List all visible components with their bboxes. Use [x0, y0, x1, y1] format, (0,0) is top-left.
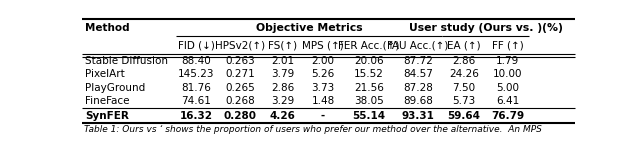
Text: 2.00: 2.00 — [312, 56, 335, 66]
Text: FAU Acc.(↑): FAU Acc.(↑) — [387, 40, 449, 50]
Text: 16.32: 16.32 — [180, 111, 213, 121]
Text: PixelArt: PixelArt — [86, 69, 125, 79]
Text: 93.31: 93.31 — [401, 111, 434, 121]
Text: Stable Diffusion: Stable Diffusion — [86, 56, 168, 66]
Text: 74.61: 74.61 — [181, 96, 211, 106]
Text: 7.50: 7.50 — [452, 83, 476, 93]
Text: MPS (↑): MPS (↑) — [302, 40, 344, 50]
Text: 2.01: 2.01 — [271, 56, 294, 66]
Text: 2.86: 2.86 — [452, 56, 476, 66]
Text: 76.79: 76.79 — [491, 111, 524, 121]
Text: 5.00: 5.00 — [496, 83, 519, 93]
Text: FF (↑): FF (↑) — [492, 40, 524, 50]
Text: 84.57: 84.57 — [403, 69, 433, 79]
Text: 55.14: 55.14 — [353, 111, 386, 121]
Text: 0.268: 0.268 — [225, 96, 255, 106]
Text: 2.86: 2.86 — [271, 83, 294, 93]
Text: 1.79: 1.79 — [496, 56, 519, 66]
Text: 89.68: 89.68 — [403, 96, 433, 106]
Text: 4.26: 4.26 — [269, 111, 296, 121]
Text: FID (↓): FID (↓) — [178, 40, 215, 50]
Text: 20.06: 20.06 — [355, 56, 384, 66]
Text: EA (↑): EA (↑) — [447, 40, 481, 50]
Text: 59.64: 59.64 — [447, 111, 481, 121]
Text: Method: Method — [86, 22, 130, 32]
Text: Objective Metrics: Objective Metrics — [255, 22, 362, 32]
Text: 10.00: 10.00 — [493, 69, 522, 79]
Text: 24.26: 24.26 — [449, 69, 479, 79]
Text: 6.41: 6.41 — [496, 96, 519, 106]
Text: SynFER: SynFER — [86, 111, 129, 121]
Text: 0.280: 0.280 — [224, 111, 257, 121]
Text: 145.23: 145.23 — [178, 69, 214, 79]
Text: 87.72: 87.72 — [403, 56, 433, 66]
Text: PlayGround: PlayGround — [86, 83, 146, 93]
Text: FineFace: FineFace — [86, 96, 130, 106]
Text: 5.26: 5.26 — [312, 69, 335, 79]
Text: FER Acc.(↑): FER Acc.(↑) — [339, 40, 400, 50]
Text: 0.265: 0.265 — [225, 83, 255, 93]
Text: Table 1: Ours vs ‘ shows the proportion of users who prefer our method over the : Table 1: Ours vs ‘ shows the proportion … — [84, 125, 542, 134]
Text: 0.271: 0.271 — [225, 69, 255, 79]
Text: 38.05: 38.05 — [355, 96, 384, 106]
Text: 15.52: 15.52 — [354, 69, 384, 79]
Text: FS(↑): FS(↑) — [268, 40, 297, 50]
Text: HPSv2(↑): HPSv2(↑) — [216, 40, 266, 50]
Text: 0.263: 0.263 — [225, 56, 255, 66]
Text: 1.48: 1.48 — [312, 96, 335, 106]
Text: User study (Ours vs. )(%): User study (Ours vs. )(%) — [409, 22, 563, 32]
Text: 3.29: 3.29 — [271, 96, 294, 106]
Text: 87.28: 87.28 — [403, 83, 433, 93]
Text: 5.73: 5.73 — [452, 96, 476, 106]
Text: 3.79: 3.79 — [271, 69, 294, 79]
Text: 3.73: 3.73 — [312, 83, 335, 93]
Text: -: - — [321, 111, 325, 121]
Text: 21.56: 21.56 — [354, 83, 384, 93]
Text: 81.76: 81.76 — [181, 83, 211, 93]
Text: 88.40: 88.40 — [181, 56, 211, 66]
